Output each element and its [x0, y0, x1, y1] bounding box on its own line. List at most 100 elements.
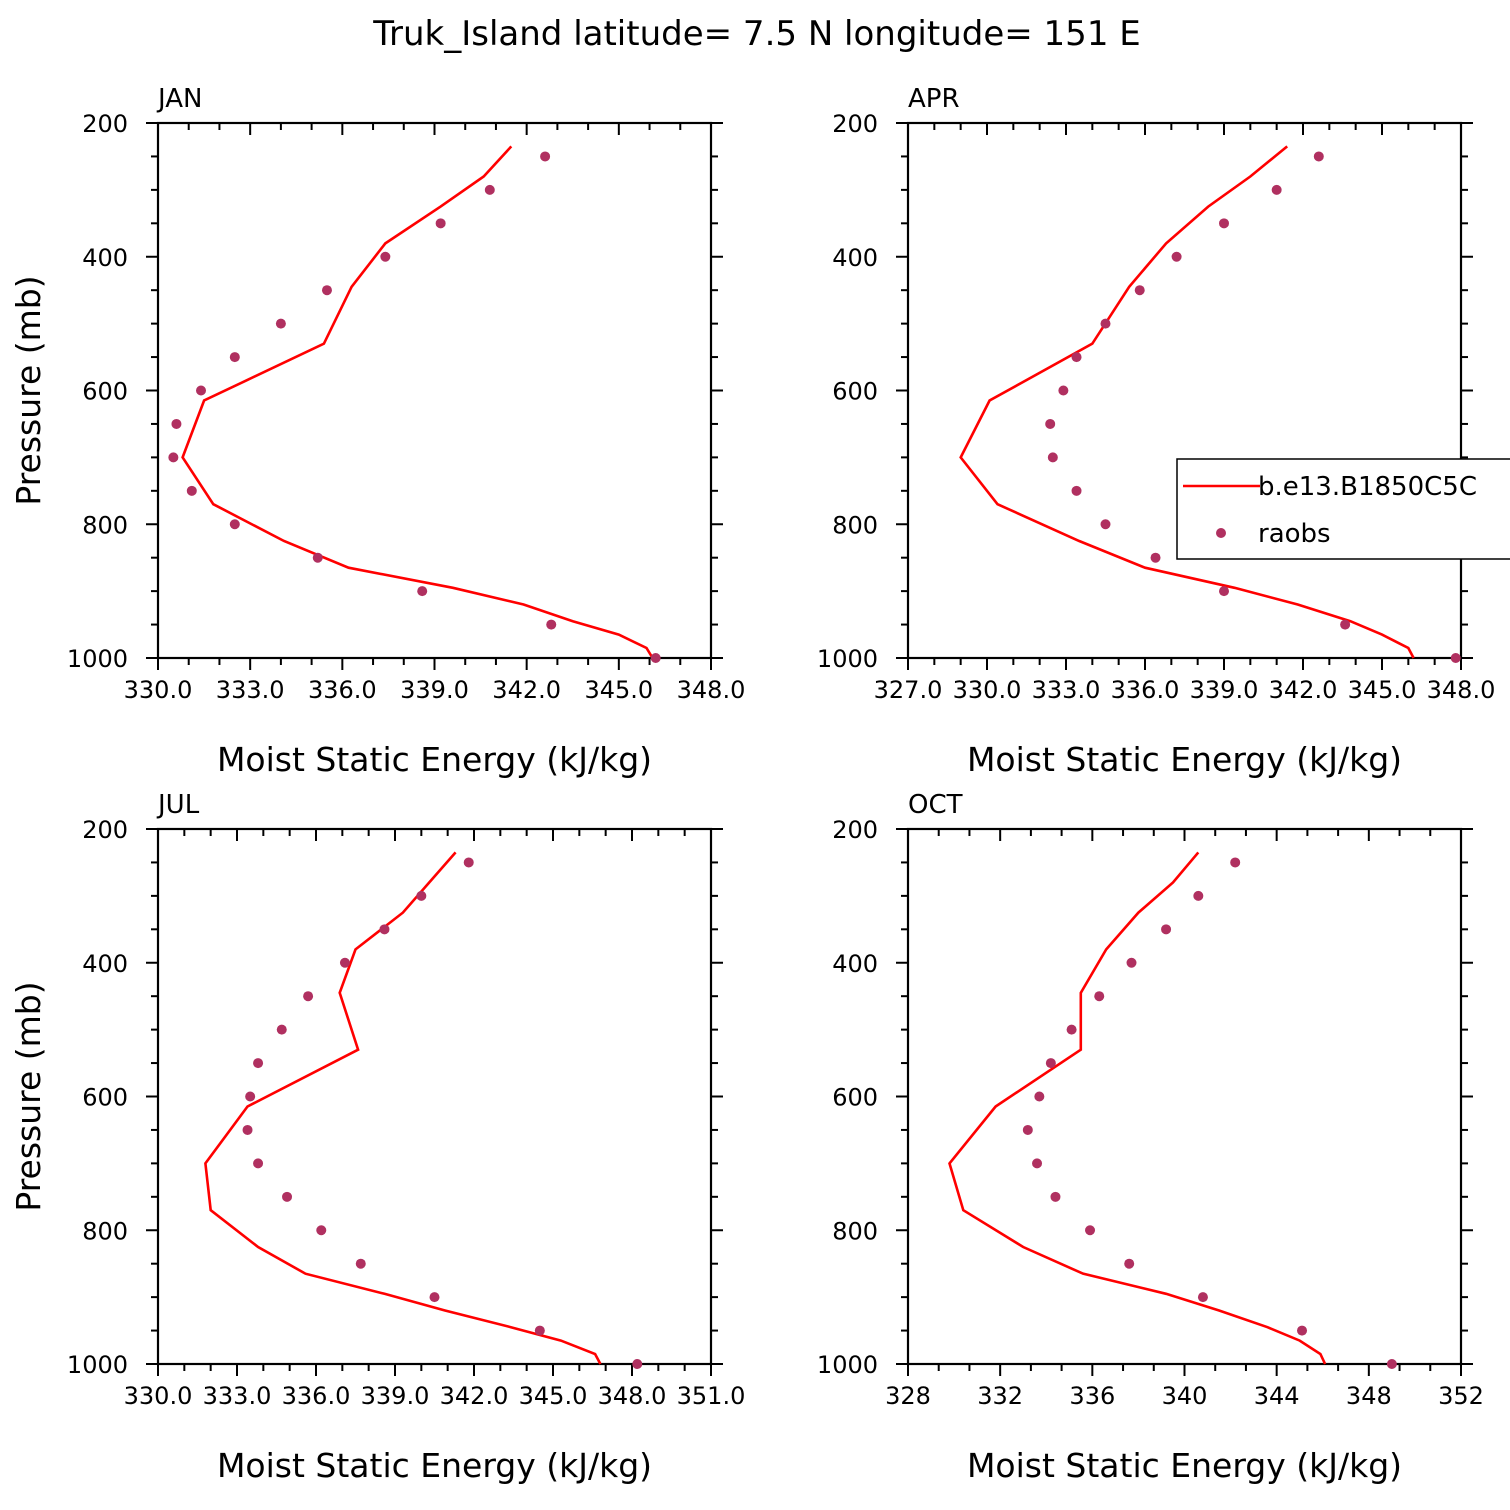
model-line	[959, 145, 1415, 659]
x-tick-label: 333.0	[203, 1382, 272, 1410]
panel-apr: APR 327.0 330.0 333.0 336.0 339.0 342.0 345.0 34…	[817, 84, 1495, 779]
raobs-point	[1219, 586, 1229, 597]
raobs-point	[275, 318, 286, 329]
raobs-point	[1386, 1359, 1397, 1369]
raobs-point	[303, 991, 314, 1002]
x-tick-label: 342.0	[1269, 676, 1338, 704]
x-tick-label: 330.0	[124, 676, 193, 704]
x-axis-label: Moist Static Energy (kJ/kg)	[217, 1446, 652, 1485]
panel-jan: JAN 330.0 333.0 336.0 339.0 342.0 345.0 348.0 20…	[9, 84, 745, 779]
raobs-point	[196, 385, 207, 396]
x-tick-label: 348	[1346, 1382, 1392, 1410]
raobs-point	[1071, 352, 1082, 363]
y-tick-label: 400	[832, 244, 878, 272]
y-tick-label: 800	[832, 1217, 878, 1245]
y-tick-label: 600	[832, 378, 878, 406]
raobs-point	[1058, 385, 1069, 396]
raobs-point	[1450, 653, 1461, 663]
x-tick-label: 333.0	[1032, 676, 1101, 704]
panel-title: JUL	[156, 790, 200, 820]
raobs-point	[1045, 1058, 1056, 1069]
raobs-point	[429, 1292, 440, 1303]
raobs-point	[1271, 184, 1282, 195]
raobs-point	[546, 619, 557, 630]
raobs-point	[1085, 1225, 1096, 1236]
raobs-point	[463, 857, 474, 868]
x-tick-label: 351.0	[677, 1382, 746, 1410]
panel-title: APR	[908, 84, 960, 114]
y-tick-label: 600	[82, 378, 128, 406]
raobs-point	[1134, 285, 1145, 296]
x-tick-label: 339.0	[361, 1382, 430, 1410]
raobs-point	[1032, 1158, 1043, 1169]
y-tick-label: 400	[82, 950, 128, 978]
raobs-point	[540, 151, 551, 162]
y-tick-label: 800	[82, 511, 128, 539]
x-tick-label: 340	[1162, 1382, 1208, 1410]
raobs-point	[1022, 1124, 1033, 1135]
raobs-point	[1034, 1091, 1045, 1102]
y-tick-label: 400	[82, 244, 128, 272]
y-tick-label: 600	[832, 1084, 878, 1112]
y-tick-label: 1000	[817, 645, 878, 673]
raobs-point	[171, 418, 182, 429]
raobs-point	[229, 352, 240, 363]
raobs-point	[1219, 218, 1229, 229]
x-tick-label: 344	[1254, 1382, 1300, 1410]
x-tick-label: 348.0	[598, 1382, 667, 1410]
model-line	[181, 145, 654, 659]
x-tick-label: 333.0	[216, 676, 285, 704]
raobs-point	[316, 1225, 327, 1236]
legend-point-swatch	[1216, 528, 1226, 538]
x-tick-label: 342.0	[440, 1382, 509, 1410]
legend: b.e13.B1850C5C raobs	[1176, 458, 1510, 560]
raobs-point	[1124, 1258, 1135, 1269]
y-tick-label: 800	[82, 1217, 128, 1245]
raobs-point	[1126, 957, 1137, 968]
raobs-point	[534, 1325, 545, 1336]
x-tick-label: 348.0	[1427, 676, 1496, 704]
raobs-point	[355, 1258, 366, 1269]
plot-frame	[906, 827, 1463, 1366]
raobs-point	[282, 1191, 293, 1202]
raobs-point	[339, 957, 350, 968]
y-axis-label: Pressure (mb)	[9, 275, 48, 505]
raobs-point	[650, 653, 661, 663]
raobs-point	[1050, 1191, 1061, 1202]
x-tick-label: 339.0	[400, 676, 469, 704]
y-tick-label: 200	[82, 110, 128, 138]
raobs-point	[1161, 924, 1172, 935]
plot-frame	[156, 121, 713, 660]
y-tick-label: 400	[832, 950, 878, 978]
x-axis-label: Moist Static Energy (kJ/kg)	[967, 1446, 1402, 1485]
raobs-point	[1197, 1292, 1208, 1303]
raobs-point	[186, 485, 197, 496]
panel-oct: OCT 328 332 336 340 344 348 352 200 400 600 800 1000…	[817, 790, 1484, 1485]
x-tick-label: 330.0	[124, 1382, 193, 1410]
x-tick-label: 332	[977, 1382, 1023, 1410]
raobs-point	[1100, 519, 1111, 530]
legend-entry-model: b.e13.B1850C5C	[1258, 472, 1477, 502]
raobs-point	[380, 251, 391, 262]
y-tick-label: 800	[832, 511, 878, 539]
raobs-point	[1094, 991, 1105, 1002]
x-tick-label: 327.0	[874, 676, 943, 704]
x-tick-label: 330.0	[953, 676, 1022, 704]
legend-box	[1176, 458, 1510, 560]
model-line	[948, 851, 1327, 1365]
x-tick-label: 345.0	[1348, 676, 1417, 704]
raobs-point	[321, 285, 332, 296]
y-axis-label: Pressure (mb)	[9, 981, 48, 1211]
x-axis-label: Moist Static Energy (kJ/kg)	[217, 740, 652, 779]
raobs-point	[1340, 619, 1351, 630]
x-axis-label: Moist Static Energy (kJ/kg)	[967, 740, 1402, 779]
y-tick-label: 600	[82, 1084, 128, 1112]
raobs-point	[1313, 151, 1324, 162]
figure-title: Truk_Island latitude= 7.5 N longitude= 1…	[372, 14, 1141, 54]
panel-title: JAN	[156, 84, 202, 114]
raobs-point	[1171, 251, 1182, 262]
raobs-point	[1297, 1325, 1308, 1336]
plot-frame	[156, 827, 713, 1366]
raobs-point	[229, 519, 240, 530]
raobs-point	[484, 184, 495, 195]
